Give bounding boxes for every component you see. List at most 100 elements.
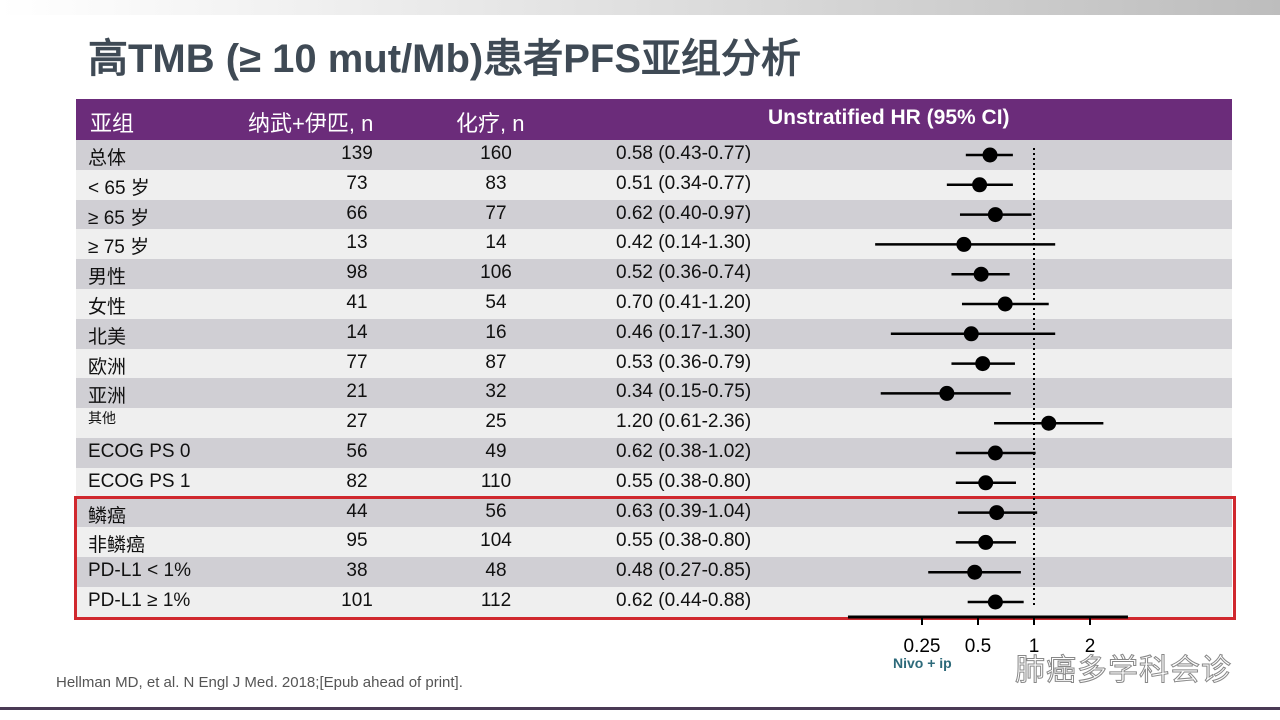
row-chemo-n: 106 (480, 262, 512, 284)
row-chemo-n: 54 (485, 291, 507, 313)
row-nivo-n: 56 (346, 440, 368, 462)
row-label: ≥ 65 岁 (88, 207, 150, 229)
row-chemo-n: 32 (485, 381, 507, 403)
hr-point (989, 505, 1005, 521)
row-nivo-n: 101 (341, 589, 373, 611)
table-row: ECOG PS 1 82 110 0.55 (0.38-0.80) (76, 467, 1232, 498)
top-gradient-bar (0, 0, 1280, 15)
hr-point (1041, 415, 1057, 431)
row-chemo-n: 25 (485, 411, 507, 433)
hr-point (975, 356, 991, 372)
row-label: 亚洲 (88, 386, 127, 408)
row-chemo-n: 77 (485, 202, 507, 224)
row-hr-text: 0.70 (0.41-1.20) (616, 291, 752, 313)
row-hr-text: 0.52 (0.36-0.74) (616, 262, 752, 284)
favors-nivo-label: Nivo + ip (893, 655, 952, 671)
row-chemo-n: 87 (485, 351, 507, 373)
x-tick-label: 1 (1029, 636, 1040, 657)
highlight-box (74, 496, 1236, 620)
row-hr-text: 0.53 (0.36-0.79) (616, 351, 752, 373)
row-nivo-n: 21 (346, 381, 368, 403)
row-hr-text: 0.62 (0.40-0.97) (616, 202, 752, 224)
row-label: 欧洲 (88, 356, 127, 378)
header-chemo: 化疗, n (456, 111, 525, 136)
hr-point (939, 385, 955, 401)
row-chemo-n: 48 (485, 560, 507, 582)
row-label: 男性 (88, 267, 127, 289)
row-label: PD-L1 < 1% (88, 560, 191, 582)
row-chemo-n: 83 (485, 172, 507, 194)
row-label: PD-L1 ≥ 1% (88, 589, 191, 611)
row-label: 总体 (88, 148, 127, 169)
row-hr-text: 0.62 (0.44-0.88) (616, 589, 752, 611)
row-chemo-n: 14 (485, 232, 507, 254)
row-hr-text: 0.62 (0.38-1.02) (616, 440, 752, 462)
table-row: 其他 27 25 1.20 (0.61-2.36) (76, 408, 1232, 438)
row-chemo-n: 16 (485, 321, 507, 343)
table-row: 欧洲 77 87 0.53 (0.36-0.79) (76, 348, 1232, 379)
row-label: ≥ 75 岁 (88, 237, 150, 259)
row-hr-text: 1.20 (0.61-2.36) (616, 411, 752, 433)
row-chemo-n: 104 (480, 530, 512, 552)
table-row: PD-L1 < 1% 38 48 0.48 (0.27-0.85) (76, 557, 1232, 587)
row-nivo-n: 77 (346, 351, 368, 373)
table-row: 总体 139 160 0.58 (0.43-0.77) (76, 140, 1232, 170)
row-nivo-n: 95 (346, 530, 368, 552)
hr-point (987, 445, 1003, 461)
table-row: < 65 岁 73 83 0.51 (0.34-0.77) (76, 169, 1232, 200)
table-row: 非鳞癌 95 104 0.55 (0.38-0.80) (76, 527, 1232, 558)
table-row: PD-L1 ≥ 1% 101 112 0.62 (0.44-0.88) (76, 586, 1232, 617)
row-nivo-n: 66 (346, 202, 368, 224)
table-row: 男性 98 106 0.52 (0.36-0.74) (76, 259, 1232, 289)
row-nivo-n: 44 (346, 500, 368, 522)
row-chemo-n: 56 (485, 500, 507, 522)
table-row: 鳞癌 44 56 0.63 (0.39-1.04) (76, 497, 1232, 528)
row-nivo-n: 27 (346, 411, 368, 433)
table-row: ECOG PS 0 56 49 0.62 (0.38-1.02) (76, 437, 1232, 468)
row-nivo-n: 41 (346, 291, 368, 313)
row-label: 女性 (88, 296, 127, 318)
hr-point (956, 236, 972, 252)
row-nivo-n: 98 (346, 262, 368, 284)
row-nivo-n: 73 (346, 172, 368, 194)
row-hr-text: 0.55 (0.38-0.80) (616, 530, 752, 552)
hr-point (987, 594, 1003, 610)
hr-point (982, 147, 998, 163)
row-hr-text: 0.55 (0.38-0.80) (616, 470, 752, 492)
row-label: 北美 (88, 326, 127, 348)
row-chemo-n: 112 (480, 589, 512, 611)
row-label: 鳞癌 (88, 505, 127, 527)
watermark: 肺癌多学科会诊 (1015, 654, 1232, 688)
row-hr-text: 0.51 (0.34-0.77) (616, 172, 752, 194)
row-label: < 65 岁 (88, 177, 150, 199)
row-label: ECOG PS 0 (88, 440, 191, 462)
row-hr-text: 0.42 (0.14-1.30) (616, 232, 752, 254)
row-nivo-n: 38 (346, 560, 368, 582)
row-hr-text: 0.48 (0.27-0.85) (616, 560, 752, 582)
x-tick-label: 0.25 (904, 636, 941, 657)
header-nivo: 纳武+伊匹, n (248, 111, 374, 136)
row-hr-text: 0.58 (0.43-0.77) (616, 143, 752, 164)
hr-point (967, 564, 983, 580)
row-nivo-n: 14 (346, 321, 368, 343)
x-tick-label: 0.5 (965, 636, 991, 657)
row-nivo-n: 139 (341, 143, 373, 164)
page-title: 高TMB (≥ 10 mut/Mb)患者PFS亚组分析 (88, 37, 802, 81)
x-tick-label: 2 (1085, 636, 1096, 657)
row-label: ECOG PS 1 (88, 470, 191, 492)
row-chemo-n: 110 (480, 470, 512, 492)
header-subgroup: 亚组 (90, 111, 135, 136)
bottom-divider (0, 707, 1280, 710)
row-chemo-n: 49 (485, 440, 507, 462)
row-label: 非鳞癌 (88, 535, 146, 557)
subgroup-table: 亚组 纳武+伊匹, n 化疗, n Unstratified HR (95% C… (76, 99, 1232, 617)
table-header: 亚组 纳武+伊匹, n 化疗, n Unstratified HR (95% C… (76, 99, 1232, 140)
hr-point (978, 475, 994, 491)
header-hr: Unstratified HR (95% CI) (768, 106, 1010, 129)
hr-point (963, 326, 979, 342)
row-nivo-n: 13 (346, 232, 368, 254)
hr-point (972, 177, 988, 193)
citation: Hellman MD, et al. N Engl J Med. 2018;[E… (56, 674, 463, 691)
row-hr-text: 0.63 (0.39-1.04) (616, 500, 752, 522)
